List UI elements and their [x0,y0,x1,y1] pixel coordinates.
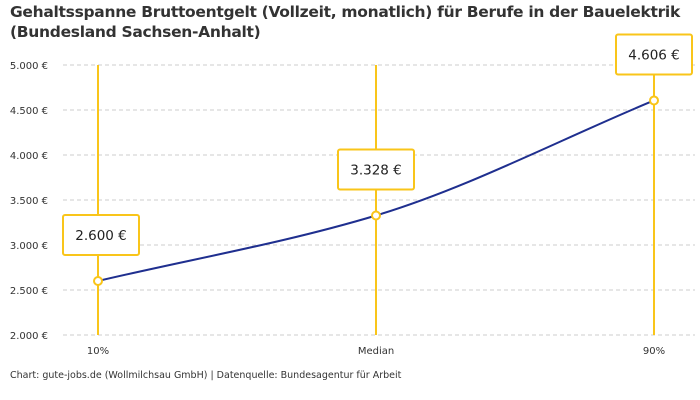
data-label: 3.328 € [350,162,402,178]
y-tick-label: 2.000 € [10,331,48,342]
y-tick-label: 4.500 € [10,106,48,117]
data-point [371,210,381,221]
title-line-2: (Bundesland Sachsen-Anhalt) [10,23,261,41]
title-line-1: Gehaltsspanne Bruttoentgelt (Vollzeit, m… [10,3,680,21]
data-label-box [337,148,415,191]
y-tick-label: 3.500 € [10,196,48,207]
data-point [93,276,103,286]
y-tick-label: 5.000 € [10,61,48,72]
chart-title: Gehaltsspanne Bruttoentgelt (Vollzeit, m… [10,2,680,42]
y-tick-label: 3.000 € [10,241,48,252]
y-tick-label: 2.500 € [10,286,48,297]
chart-footer: Chart: gute-jobs.de (Wollmilchsau GmbH) … [10,370,402,381]
x-tick-label: Median [358,346,394,357]
data-label: 2.600 € [75,228,127,244]
data-label-box [615,33,693,76]
x-tick-label: 10% [87,346,109,357]
data-label-box [62,214,140,256]
y-tick-label: 4.000 € [10,151,48,162]
x-tick-label: 90% [643,346,665,357]
data-point [649,95,659,106]
data-label: 4.606 € [628,47,680,63]
